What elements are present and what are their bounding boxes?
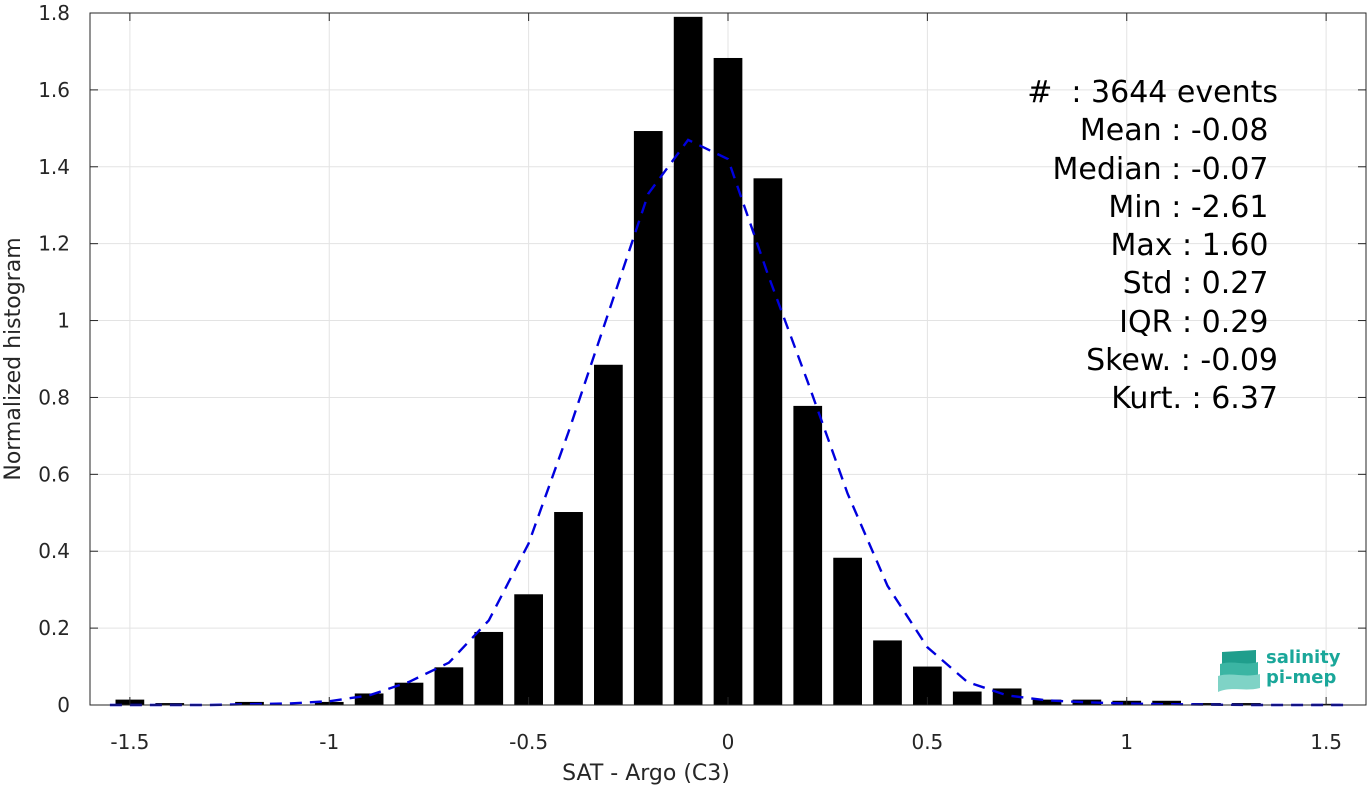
stat-std: Std : 0.27: [1122, 266, 1278, 302]
y-tick-label: 0.2: [38, 616, 70, 640]
histogram-bar: [1152, 700, 1181, 705]
x-tick-label: -0.5: [509, 730, 548, 754]
y-tick-label: 1.8: [38, 1, 70, 25]
histogram-bar: [873, 640, 902, 705]
y-tick-label: 1: [57, 309, 70, 333]
logo-text: salinity pi-mep: [1266, 648, 1341, 688]
histogram-bar: [554, 512, 583, 705]
stat-kurt: Kurt. : 6.37: [1111, 381, 1278, 417]
y-tick-label: 0.4: [38, 539, 70, 563]
y-tick-label: 0: [57, 693, 70, 717]
logo-line-2: pi-mep: [1266, 667, 1337, 688]
histogram-bar: [952, 691, 982, 705]
histogram-bar: [434, 667, 464, 705]
x-tick-label: -1: [319, 730, 339, 754]
y-tick-label: 1.2: [38, 232, 70, 256]
salinity-pi-mep-logo: salinity pi-mep: [1216, 648, 1346, 696]
stat-median: Median : -0.07: [1052, 151, 1278, 187]
histogram-bar: [235, 701, 264, 705]
logo-line-1: salinity: [1266, 647, 1341, 668]
stat-skew: Skew. : -0.09: [1086, 343, 1278, 379]
histogram-bar: [673, 16, 703, 706]
histogram-bar: [1192, 703, 1221, 705]
histogram-bar: [833, 557, 862, 705]
histogram-bar: [713, 57, 743, 706]
x-tick-label: 0.5: [911, 730, 943, 754]
histogram-bar: [514, 594, 543, 705]
stat-mean: Mean : -0.08: [1079, 113, 1278, 149]
histogram-bar: [1072, 699, 1102, 705]
y-tick-label: 0.8: [38, 385, 70, 409]
stat-max: Max : 1.60: [1110, 228, 1278, 264]
axis-ticks: -1.5 -1 -0.5 0 0.5 1 1.5 0 0.2 0.4 0.6 0.8 1 1.2 1.4 1.…: [38, 1, 1366, 754]
y-axis-label: Normalized histogram: [1, 237, 26, 480]
y-tick-label: 0.6: [38, 462, 70, 486]
statistics-box: # : 3644 events Mean : -0.08 Median : -0…: [960, 74, 1278, 419]
histogram-bar: [633, 131, 663, 706]
y-tick-label: 1.6: [38, 78, 70, 102]
histogram-bar: [474, 631, 504, 705]
histogram-bar: [1032, 699, 1062, 705]
x-tick-label: 1.5: [1310, 730, 1342, 754]
fit-curve: [109, 138, 1347, 707]
logo-wave-icon: [1218, 650, 1260, 692]
stat-events: # : 3644 events: [1027, 75, 1278, 110]
histogram-bar: [354, 693, 384, 705]
histogram-bar: [594, 364, 623, 705]
histogram-bar: [793, 405, 823, 705]
stat-min: Min : -2.61: [1108, 189, 1278, 225]
y-tick-label: 1.4: [38, 155, 70, 179]
x-tick-label: 1: [1120, 730, 1133, 754]
histogram-bars: [115, 16, 1341, 706]
histogram-bar: [753, 178, 783, 706]
histogram-bar: [394, 682, 424, 705]
x-tick-label: 0: [722, 730, 735, 754]
x-axis-label: SAT - Argo (C3): [562, 761, 730, 786]
histogram-bar: [1232, 703, 1261, 705]
x-tick-label: -1.5: [110, 730, 149, 754]
histogram-bar: [155, 703, 185, 705]
stat-iqr: IQR : 0.29: [1119, 304, 1278, 340]
